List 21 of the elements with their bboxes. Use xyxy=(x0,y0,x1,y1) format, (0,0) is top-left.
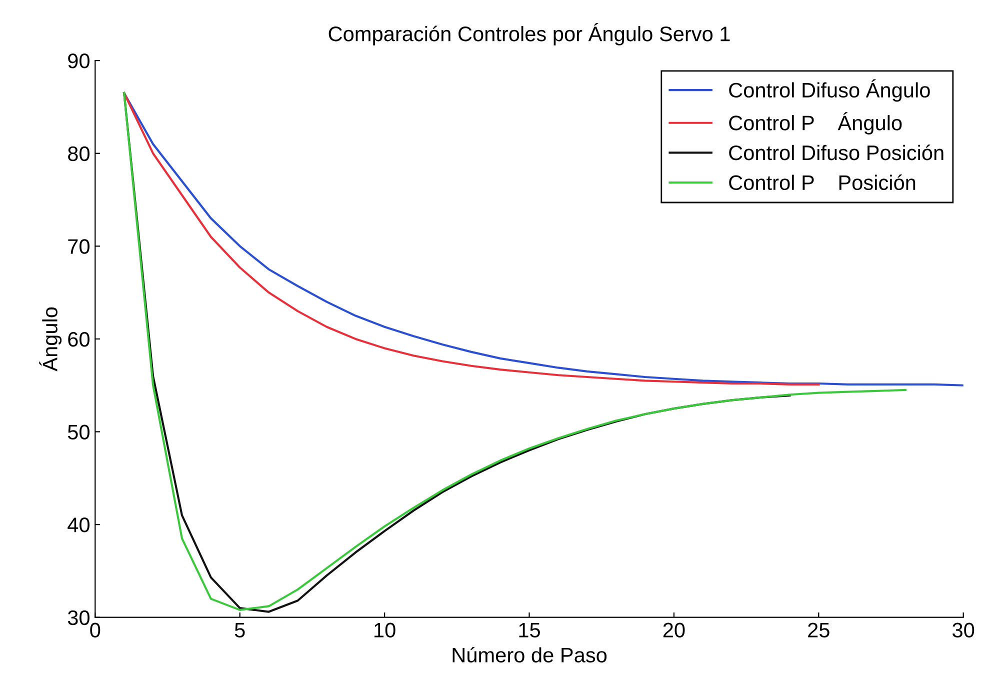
legend-label: Control Difuso Ángulo xyxy=(729,79,930,102)
x-tick-label: 5 xyxy=(234,622,245,638)
y-tick-label: 50 xyxy=(68,424,90,440)
y-tick-label: 70 xyxy=(68,239,90,254)
x-tick-label: 25 xyxy=(808,622,830,638)
y-tick-label: 90 xyxy=(68,54,90,68)
chart-title: Comparación Controles por Ángulo Servo 1 xyxy=(328,23,730,46)
x-tick-label: 20 xyxy=(663,622,685,638)
x-tick-label: 15 xyxy=(519,622,540,638)
x-tick-label: 30 xyxy=(952,622,974,638)
x-tick-label: 10 xyxy=(374,622,396,638)
y-tick-label: 40 xyxy=(68,518,90,532)
y-tick-label: 80 xyxy=(68,146,90,162)
legend-label: Control P Ángulo xyxy=(729,112,902,134)
legend-label: Control Difuso Posición xyxy=(729,144,944,160)
y-axis-title: Ángulo xyxy=(39,307,62,372)
y-tick-label: 60 xyxy=(68,332,90,347)
x-axis-title: Número de Paso xyxy=(452,646,607,662)
legend-label: Control P Posición xyxy=(729,174,916,190)
y-tick-label: 30 xyxy=(68,610,90,626)
x-tick-label: 0 xyxy=(90,622,100,638)
